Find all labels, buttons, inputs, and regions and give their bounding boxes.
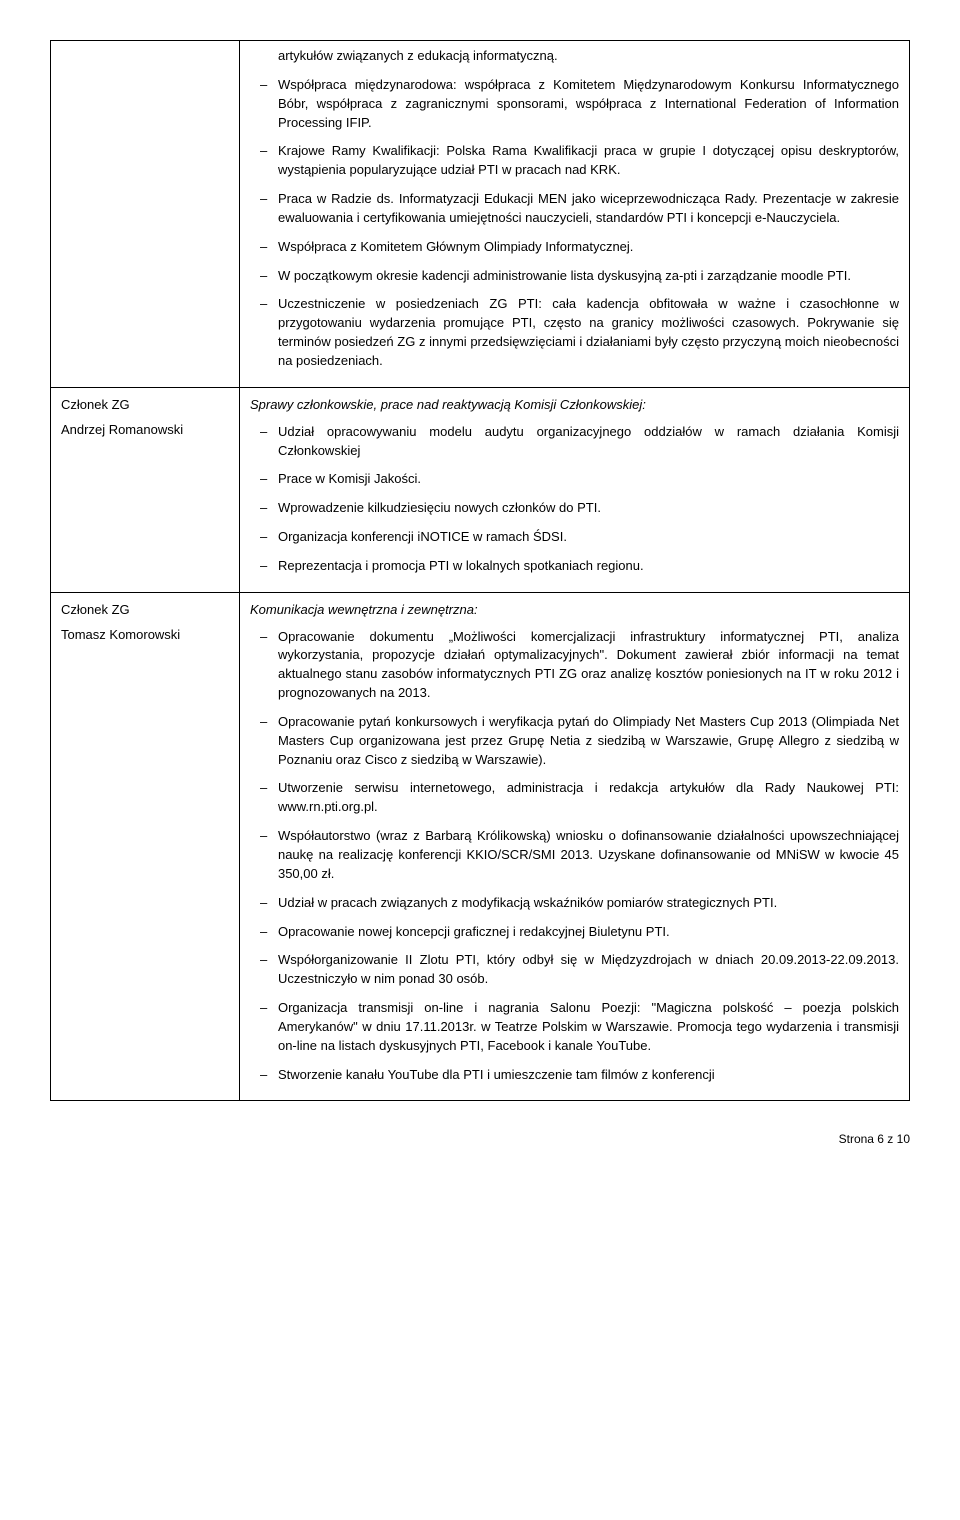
section-title: Komunikacja wewnętrzna i zewnętrzna:: [250, 601, 899, 620]
bullet-item: W początkowym okresie kadencji administr…: [250, 267, 899, 286]
bullet-item: Utworzenie serwisu internetowego, admini…: [250, 779, 899, 817]
bullet-item: Organizacja konferencji iNOTICE w ramach…: [250, 528, 899, 547]
bullet-item: Współautorstwo (wraz z Barbarą Królikows…: [250, 827, 899, 884]
bullet-item: Współpraca międzynarodowa: współpraca z …: [250, 76, 899, 133]
left-cell: Członek ZG Andrzej Romanowski: [51, 387, 240, 592]
bullet-item: Reprezentacja i promocja PTI w lokalnych…: [250, 557, 899, 576]
table-row: Członek ZG Tomasz Komorowski Komunikacja w…: [51, 592, 910, 1101]
bullet-item: Prace w Komisji Jakości.: [250, 470, 899, 489]
left-cell: Członek ZG Tomasz Komorowski: [51, 592, 240, 1101]
bullet-list: Udział opracowywaniu modelu audytu organ…: [250, 423, 899, 576]
bullet-item: Udział opracowywaniu modelu audytu organ…: [250, 423, 899, 461]
right-cell: Komunikacja wewnętrzna i zewnętrzna: Opra…: [239, 592, 909, 1101]
bullet-list: Opracowanie dokumentu „Możliwości komerc…: [250, 628, 899, 1085]
bullet-item: Praca w Radzie ds. Informatyzacji Edukac…: [250, 190, 899, 228]
bullet-item: Wprowadzenie kilkudziesięciu nowych czło…: [250, 499, 899, 518]
member-role: Członek ZG: [61, 601, 229, 620]
left-cell: [51, 41, 240, 388]
bullet-item: Współorganizowanie II Zlotu PTI, który o…: [250, 951, 899, 989]
table-row: artykułów związanych z edukacją informat…: [51, 41, 910, 388]
right-cell: Sprawy członkowskie, prace nad reaktywac…: [239, 387, 909, 592]
bullet-item: Opracowanie pytań konkursowych i weryfik…: [250, 713, 899, 770]
bullet-item: Organizacja transmisji on-line i nagrani…: [250, 999, 899, 1056]
bullet-list: artykułów związanych z edukacją informat…: [250, 47, 899, 371]
member-name: Andrzej Romanowski: [61, 421, 229, 440]
bullet-item: Udział w pracach związanych z modyfikacj…: [250, 894, 899, 913]
bullet-item: Opracowanie nowej koncepcji graficznej i…: [250, 923, 899, 942]
member-role: Członek ZG: [61, 396, 229, 415]
document-table: artykułów związanych z edukacją informat…: [50, 40, 910, 1101]
bullet-item: Uczestniczenie w posiedzeniach ZG PTI: c…: [250, 295, 899, 370]
bullet-item: Opracowanie dokumentu „Możliwości komerc…: [250, 628, 899, 703]
bullet-item: Stworzenie kanału YouTube dla PTI i umie…: [250, 1066, 899, 1085]
page-footer: Strona 6 z 10: [50, 1131, 910, 1148]
bullet-item: artykułów związanych z edukacją informat…: [250, 47, 899, 66]
bullet-item: Współpraca z Komitetem Głównym Olimpiady…: [250, 238, 899, 257]
bullet-item: Krajowe Ramy Kwalifikacji: Polska Rama K…: [250, 142, 899, 180]
member-name: Tomasz Komorowski: [61, 626, 229, 645]
section-title: Sprawy członkowskie, prace nad reaktywac…: [250, 396, 899, 415]
table-row: Członek ZG Andrzej Romanowski Sprawy człon…: [51, 387, 910, 592]
right-cell: artykułów związanych z edukacją informat…: [239, 41, 909, 388]
